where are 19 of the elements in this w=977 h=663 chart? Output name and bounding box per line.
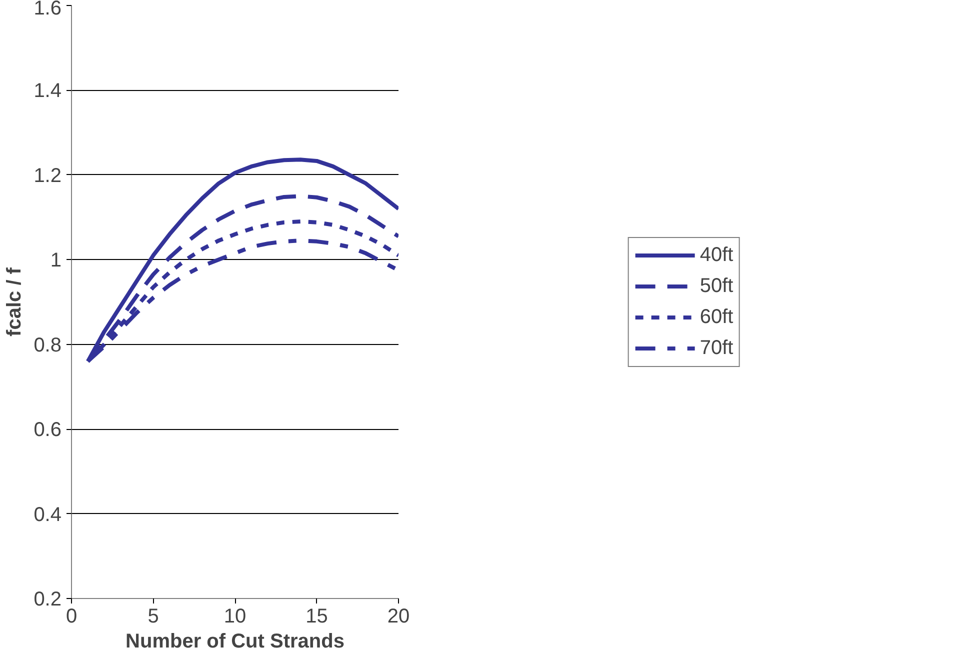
y-axis-title: fcalc / f: [4, 267, 26, 336]
y-tick-label: 1.2: [34, 164, 62, 187]
y-tick-label: 0.2: [34, 588, 62, 610]
legend-label: 50ft: [700, 274, 734, 298]
x-tick-label: 20: [387, 606, 410, 628]
legend-label: 60ft: [700, 306, 734, 328]
x-tick-label: 5: [148, 606, 159, 628]
x-tick-label: 15: [306, 606, 328, 628]
y-tick-label: 1.4: [34, 80, 62, 102]
y-tick-label: 1: [50, 250, 62, 272]
y-tick-label: 0.6: [34, 419, 62, 442]
x-tick-label: 0: [66, 606, 78, 628]
y-tick-label: 1.6: [34, 0, 62, 20]
legend-label: 70ft: [700, 336, 734, 360]
x-tick-label: 10: [224, 606, 246, 628]
y-tick-label: 0.4: [34, 504, 62, 526]
y-tick-label: 0.8: [34, 334, 62, 356]
x-axis-title: Number of Cut Strands: [126, 630, 344, 652]
legend-label: 40ft: [700, 244, 734, 266]
